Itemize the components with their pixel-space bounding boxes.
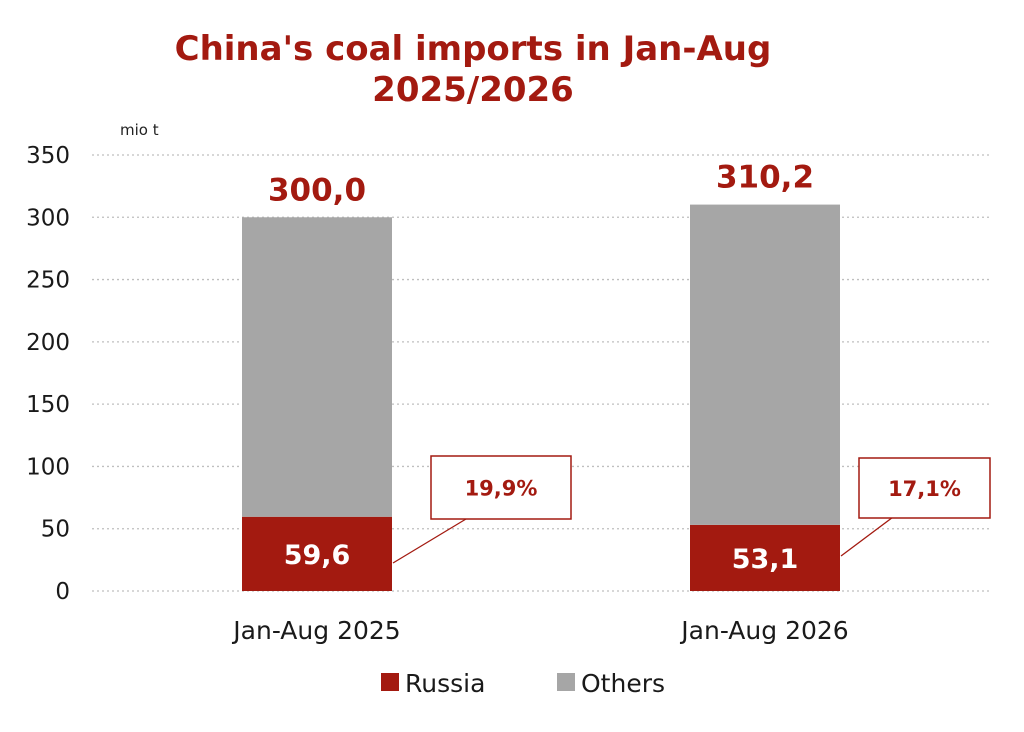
- y-tick-label: 350: [26, 143, 70, 169]
- y-tick-label: 150: [26, 392, 70, 418]
- bar-segment-russia: [242, 516, 392, 591]
- russia-value-label: 53,1: [732, 544, 799, 575]
- legend: Russia Others: [381, 669, 665, 698]
- legend-swatch-others: [557, 673, 575, 691]
- x-category-label: Jan-Aug 2025: [231, 616, 400, 645]
- bar-segment-others: [690, 204, 840, 525]
- bar-labels: 59,6 300,0 19,9% Jan-Aug 2025 53,1 310,2 17,1%…: [231, 160, 991, 645]
- bars: [242, 204, 840, 591]
- legend-swatch-russia: [381, 673, 399, 691]
- bar-segment-russia: [690, 524, 840, 591]
- y-tick-label: 100: [26, 454, 70, 480]
- total-value-label: 310,2: [716, 160, 814, 196]
- y-axis-ticks: 0 50 100 150 200 250 300 350: [26, 143, 70, 605]
- russia-share-label: 19,9%: [465, 477, 538, 501]
- callout-leader-line: [392, 518, 467, 564]
- gridlines: [92, 154, 990, 592]
- y-tick-label: 250: [26, 268, 70, 294]
- y-tick-label: 0: [55, 579, 70, 605]
- russia-share-label: 17,1%: [888, 477, 961, 501]
- x-category-label: Jan-Aug 2026: [679, 616, 848, 645]
- legend-label-russia: Russia: [405, 669, 485, 698]
- bar-segment-others: [242, 217, 392, 517]
- y-tick-label: 300: [26, 205, 70, 231]
- share-callout-box: [858, 457, 991, 519]
- callout-leader-line: [840, 517, 893, 557]
- chart-title-line-2: 2025/2026: [372, 70, 574, 110]
- unit-label: mio t: [120, 121, 159, 139]
- share-callout-box: [430, 455, 572, 520]
- y-tick-label: 200: [26, 330, 70, 356]
- russia-value-label: 59,6: [284, 540, 351, 571]
- chart-title-line-1: China's coal imports in Jan-Aug: [175, 29, 772, 69]
- legend-label-others: Others: [581, 669, 665, 698]
- y-tick-label: 50: [41, 517, 70, 543]
- total-value-label: 300,0: [268, 172, 366, 208]
